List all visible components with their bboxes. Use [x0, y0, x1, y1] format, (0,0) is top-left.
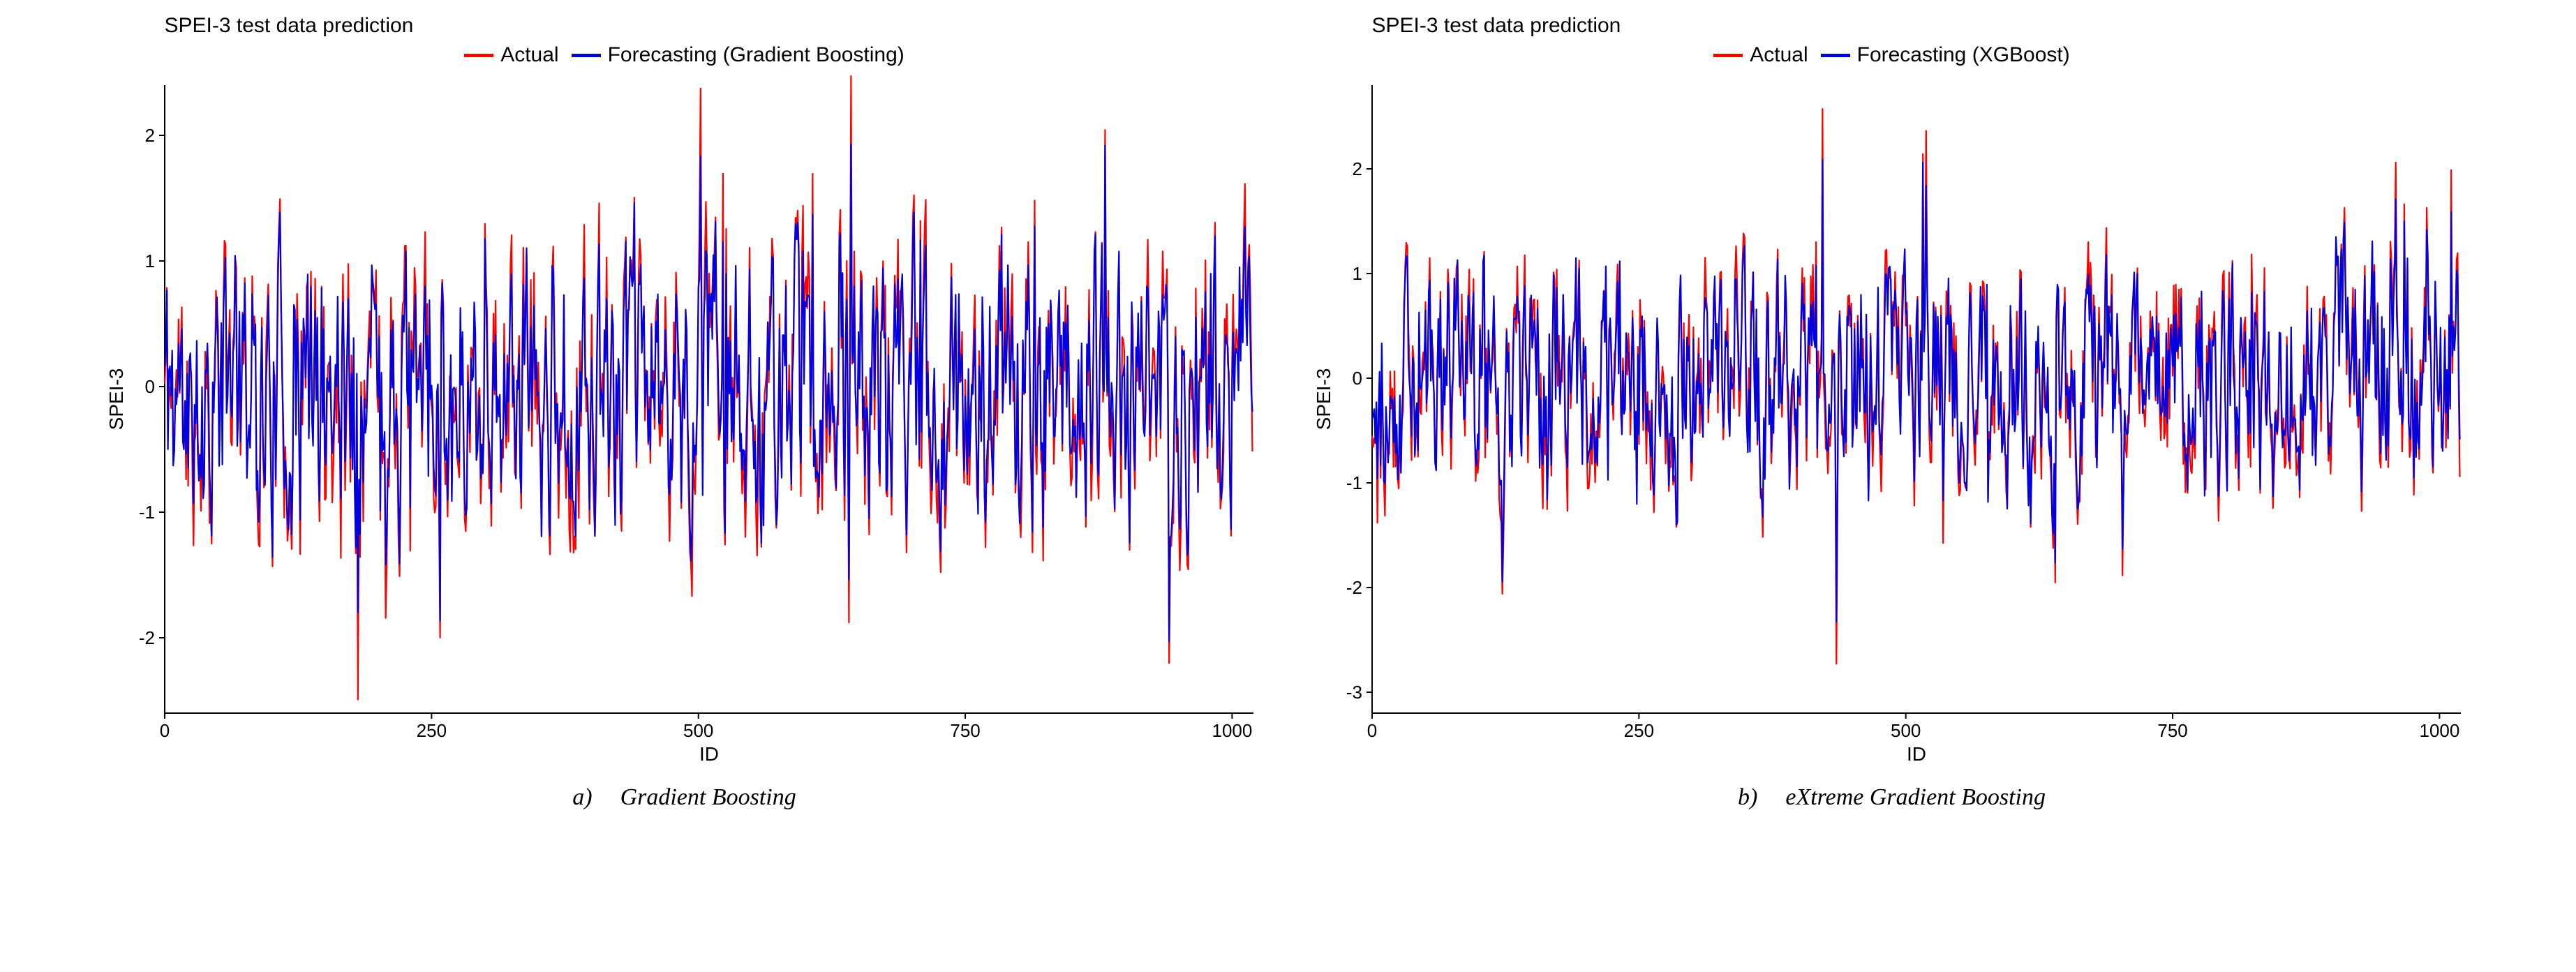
panel-right-subcaption: b) eXtreme Gradient Boosting — [1738, 784, 2046, 811]
svg-text:500: 500 — [1891, 720, 1921, 741]
svg-text:0: 0 — [1367, 720, 1376, 741]
svg-text:1000: 1000 — [2419, 720, 2459, 741]
svg-text:ID: ID — [699, 743, 719, 765]
legend-label-forecast: Forecasting (XGBoost) — [1857, 43, 2070, 67]
panel-left-chart: -2 -1 0 1 2 0 250 500 750 1000 ID SPEI-3 — [102, 71, 1267, 776]
svg-text:2: 2 — [1352, 158, 1362, 179]
svg-text:2: 2 — [144, 125, 154, 146]
svg-text:SPEI-3: SPEI-3 — [1313, 368, 1334, 431]
svg-text:250: 250 — [1623, 720, 1653, 741]
svg-text:-3: -3 — [1346, 682, 1362, 703]
svg-text:-1: -1 — [1346, 472, 1362, 493]
panel-left-legend: Actual Forecasting (Gradient Boosting) — [464, 43, 904, 67]
panel-right-chart: -3 -2 -1 0 1 2 0 250 500 750 1000 ID SPEI-3 — [1309, 71, 2475, 776]
subcaption-letter: b) — [1738, 784, 1757, 811]
subcaption-letter: a) — [572, 784, 592, 811]
svg-text:1000: 1000 — [1212, 720, 1252, 741]
legend-item-forecast: Forecasting (Gradient Boosting) — [572, 43, 904, 67]
legend-swatch-actual — [464, 54, 493, 57]
legend-label-forecast: Forecasting (Gradient Boosting) — [608, 43, 904, 67]
legend-swatch-forecast — [572, 54, 601, 57]
svg-text:0: 0 — [159, 720, 169, 741]
panel-right-legend: Actual Forecasting (XGBoost) — [1713, 43, 2070, 67]
svg-text:-2: -2 — [138, 627, 154, 648]
svg-text:250: 250 — [416, 720, 446, 741]
svg-text:-2: -2 — [1346, 577, 1362, 598]
svg-text:0: 0 — [1352, 368, 1362, 389]
legend-label-actual: Actual — [1750, 43, 1808, 67]
svg-text:-1: -1 — [138, 502, 154, 523]
svg-text:500: 500 — [683, 720, 713, 741]
panel-left-subcaption: a) Gradient Boosting — [572, 784, 796, 811]
legend-item-actual: Actual — [464, 43, 558, 67]
legend-label-actual: Actual — [500, 43, 558, 67]
svg-text:1: 1 — [1352, 263, 1362, 284]
svg-text:0: 0 — [144, 376, 154, 397]
panel-left-title: SPEI-3 test data prediction — [165, 14, 414, 38]
svg-text:ID: ID — [1907, 743, 1926, 765]
subcaption-text: eXtreme Gradient Boosting — [1785, 784, 2046, 811]
panel-right-title: SPEI-3 test data prediction — [1372, 14, 1621, 38]
subcaption-text: Gradient Boosting — [620, 784, 796, 811]
svg-text:1: 1 — [144, 251, 154, 271]
panel-left: SPEI-3 test data prediction Actual Forec… — [102, 14, 1267, 811]
legend-item-actual: Actual — [1713, 43, 1808, 67]
svg-text:750: 750 — [950, 720, 980, 741]
legend-swatch-actual — [1713, 54, 1743, 57]
legend-swatch-forecast — [1821, 54, 1850, 57]
svg-text:750: 750 — [2157, 720, 2187, 741]
panel-right: SPEI-3 test data prediction Actual Forec… — [1309, 14, 2475, 811]
figure-container: SPEI-3 test data prediction Actual Forec… — [0, 0, 2576, 818]
svg-text:SPEI-3: SPEI-3 — [105, 368, 127, 431]
legend-item-forecast: Forecasting (XGBoost) — [1821, 43, 2070, 67]
